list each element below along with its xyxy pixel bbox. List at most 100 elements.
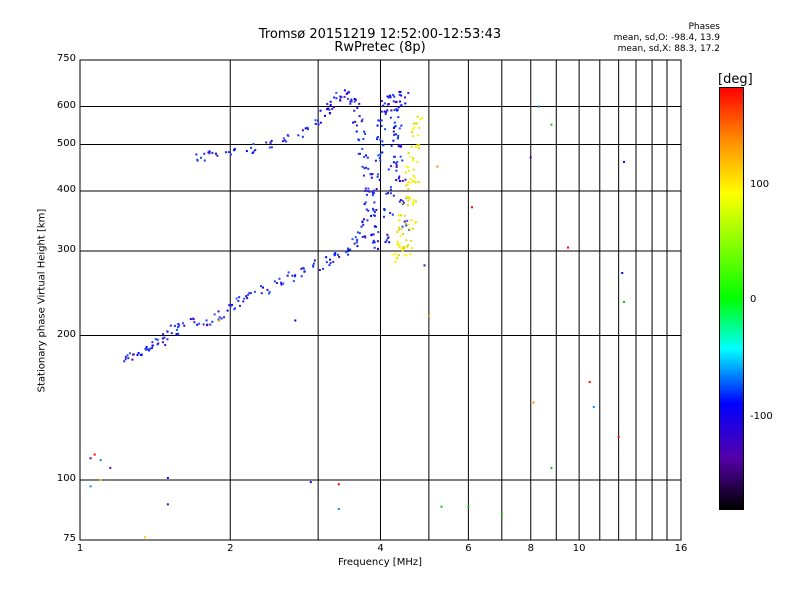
data-point — [398, 254, 401, 257]
data-point — [412, 168, 415, 171]
y-axis-label: Stationary phase Virtual Height [km] — [36, 208, 48, 393]
data-point — [233, 308, 236, 311]
data-point — [373, 214, 376, 217]
data-point — [151, 347, 154, 350]
data-point — [397, 134, 400, 137]
data-point — [392, 194, 395, 197]
data-point — [550, 123, 553, 126]
data-point — [395, 179, 398, 182]
data-point — [147, 349, 150, 352]
data-point — [347, 249, 350, 252]
x-tick-label: 2 — [227, 543, 234, 554]
data-point — [154, 338, 157, 341]
data-point — [268, 291, 271, 294]
data-point — [372, 209, 375, 212]
data-point — [89, 457, 92, 460]
data-point — [409, 253, 412, 256]
colorbar — [719, 87, 744, 510]
data-point — [411, 247, 414, 250]
data-point — [319, 121, 322, 124]
data-point — [373, 225, 376, 228]
data-point — [220, 317, 223, 320]
data-point — [363, 155, 366, 158]
data-point — [371, 190, 374, 193]
data-point — [344, 251, 347, 254]
data-point — [182, 322, 185, 325]
data-point — [372, 207, 375, 210]
data-point — [333, 96, 336, 99]
data-point — [396, 230, 399, 233]
data-point — [417, 181, 420, 184]
data-point — [621, 271, 624, 274]
data-point — [393, 125, 396, 128]
data-point — [173, 325, 176, 328]
data-point — [325, 261, 328, 264]
data-point — [409, 227, 412, 230]
data-point — [356, 245, 359, 248]
data-point — [358, 115, 361, 118]
data-point — [392, 93, 395, 96]
data-point — [617, 435, 620, 438]
data-point — [229, 305, 232, 308]
data-point — [303, 270, 306, 273]
data-point — [332, 260, 335, 263]
data-point — [395, 109, 398, 112]
data-point — [374, 225, 377, 228]
data-point — [363, 235, 366, 238]
data-point — [405, 254, 408, 257]
data-point — [157, 342, 160, 345]
data-point — [389, 186, 392, 189]
data-point — [370, 233, 373, 236]
data-point — [329, 258, 332, 261]
data-point — [367, 209, 370, 212]
data-point — [396, 256, 399, 259]
data-point — [175, 328, 178, 331]
data-point — [359, 152, 362, 155]
data-point — [285, 140, 288, 143]
data-point — [397, 106, 400, 109]
data-point — [365, 154, 368, 157]
data-point — [416, 144, 419, 147]
data-point — [363, 203, 366, 206]
data-point — [218, 316, 221, 319]
data-point — [292, 280, 295, 283]
data-point — [371, 241, 374, 244]
data-point — [388, 241, 391, 244]
data-point — [389, 116, 392, 119]
data-point — [145, 346, 148, 349]
data-point — [319, 109, 322, 112]
data-point — [414, 146, 417, 149]
data-point — [374, 159, 377, 162]
data-point — [356, 238, 359, 241]
data-point — [397, 243, 400, 246]
data-point — [500, 512, 503, 515]
data-point — [145, 348, 148, 351]
data-point — [392, 126, 395, 129]
data-point — [407, 169, 410, 172]
data-point — [377, 119, 380, 122]
data-point — [386, 109, 389, 112]
y-tick-label: 100 — [56, 473, 76, 485]
data-point — [386, 233, 389, 236]
data-point — [354, 98, 357, 101]
data-point — [390, 144, 393, 147]
data-point — [397, 116, 400, 119]
data-point — [405, 239, 408, 242]
data-point — [394, 253, 397, 256]
data-point — [421, 117, 424, 120]
data-point — [339, 99, 342, 102]
data-point — [371, 194, 374, 197]
data-point — [177, 323, 180, 326]
data-point — [237, 299, 240, 302]
data-point — [383, 208, 386, 211]
data-point — [356, 106, 359, 109]
data-point — [395, 169, 398, 172]
data-point — [395, 257, 398, 260]
data-point — [402, 245, 405, 248]
data-point — [346, 97, 349, 100]
data-point — [372, 239, 375, 242]
data-point — [398, 179, 401, 182]
data-point — [403, 254, 406, 257]
data-point — [306, 128, 309, 131]
data-point — [349, 100, 352, 103]
